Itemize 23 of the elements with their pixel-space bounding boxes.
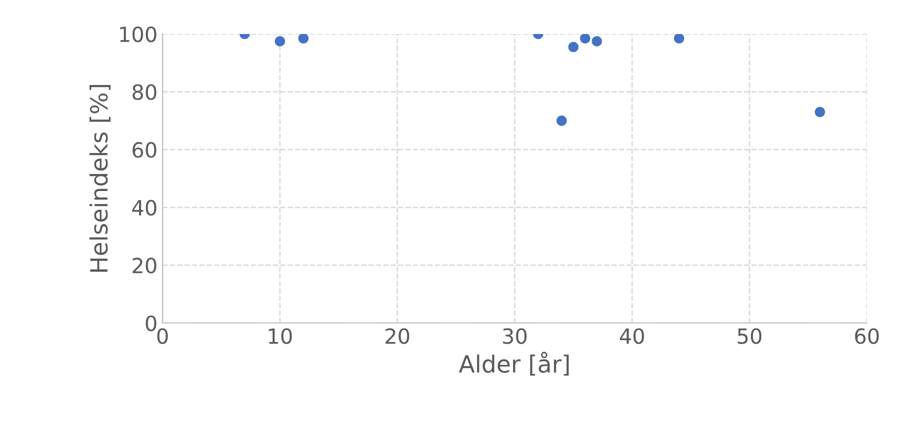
point [674, 34, 684, 44]
y-tick-label: 20 [132, 258, 156, 274]
x-tick-label: 10 [268, 328, 292, 344]
y-tick-label: 0 [146, 315, 156, 332]
point [592, 36, 602, 46]
point [556, 116, 567, 126]
point [814, 106, 826, 118]
y-tick-label: 100 [120, 26, 156, 42]
x-tick-label: 30 [503, 328, 527, 344]
point [274, 36, 286, 46]
point [580, 34, 590, 44]
x-tick-label: 20 [386, 328, 410, 344]
x-axis-title: Alder [år] [458, 352, 569, 376]
y-tick-label: 40 [132, 200, 156, 216]
point [568, 42, 579, 52]
point [298, 34, 309, 44]
y-tick-label: 60 [132, 142, 156, 158]
x-tick-label: 50 [738, 328, 762, 344]
x-tick-label: 0 [157, 328, 168, 344]
x-tick-label: 60 [855, 328, 879, 344]
y-tick-label: 80 [132, 84, 156, 100]
y-axis-title: Helseindeks [%] [90, 85, 111, 272]
x-tick-label: 40 [620, 328, 644, 344]
